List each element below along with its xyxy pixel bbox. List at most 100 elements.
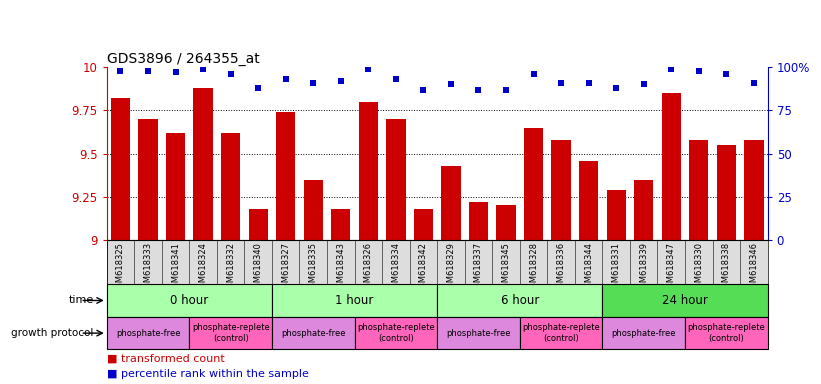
Bar (634, 180, 654, 240)
Text: GSM618334: GSM618334 (392, 242, 401, 293)
Bar (689, 140, 709, 240)
Bar (717, 145, 736, 240)
Bar (414, 209, 433, 240)
Point (499, 87, 512, 93)
Bar (221, 133, 241, 240)
Bar (359, 102, 378, 240)
Bar (107, 284, 272, 317)
Bar (355, 317, 437, 349)
Point (747, 79, 760, 86)
Point (389, 76, 402, 83)
Point (665, 66, 678, 72)
Text: 1 hour: 1 hour (336, 294, 374, 307)
Text: GSM618342: GSM618342 (419, 242, 428, 293)
Bar (579, 161, 599, 240)
Text: GSM618345: GSM618345 (502, 242, 511, 293)
Bar (744, 140, 764, 240)
Point (417, 87, 430, 93)
Point (362, 66, 375, 72)
Point (637, 81, 650, 88)
Text: GSM618327: GSM618327 (282, 242, 291, 293)
Bar (272, 317, 355, 349)
Bar (386, 119, 406, 240)
Point (720, 71, 733, 77)
Point (114, 68, 127, 74)
Bar (552, 140, 571, 240)
Text: phosphate-free: phosphate-free (281, 329, 346, 338)
Text: GSM618341: GSM618341 (171, 242, 180, 293)
Point (251, 85, 264, 91)
Point (692, 68, 705, 74)
Point (527, 71, 540, 77)
Text: GSM618347: GSM618347 (667, 242, 676, 293)
Point (307, 79, 320, 86)
Point (334, 78, 347, 84)
Point (196, 66, 209, 72)
Text: growth protocol: growth protocol (11, 328, 94, 338)
Text: ■ percentile rank within the sample: ■ percentile rank within the sample (107, 369, 309, 379)
Text: phosphate-free: phosphate-free (447, 329, 511, 338)
Bar (607, 190, 626, 240)
Text: GSM618325: GSM618325 (116, 242, 125, 293)
Text: 0 hour: 0 hour (170, 294, 209, 307)
Bar (497, 205, 516, 240)
Bar (662, 93, 681, 240)
Bar (437, 317, 520, 349)
Text: phosphate-replete
(control): phosphate-replete (control) (687, 323, 765, 343)
Text: time: time (68, 295, 94, 306)
Text: GSM618336: GSM618336 (557, 242, 566, 293)
Text: GSM618344: GSM618344 (584, 242, 593, 293)
Text: phosphate-free: phosphate-free (612, 329, 676, 338)
Text: GSM618346: GSM618346 (750, 242, 759, 293)
Point (224, 71, 237, 77)
Bar (249, 209, 268, 240)
Bar (272, 284, 438, 317)
Text: GSM618329: GSM618329 (447, 242, 456, 293)
Text: GDS3896 / 264355_at: GDS3896 / 264355_at (107, 52, 259, 66)
Point (472, 87, 485, 93)
Bar (276, 112, 296, 240)
Point (582, 79, 595, 86)
Point (444, 81, 457, 88)
Bar (442, 166, 461, 240)
Bar (331, 209, 351, 240)
Bar (166, 133, 186, 240)
Bar (685, 317, 768, 349)
Text: GSM618338: GSM618338 (722, 242, 731, 293)
Bar (524, 127, 544, 240)
Text: GSM618328: GSM618328 (529, 242, 538, 293)
Text: GSM618324: GSM618324 (199, 242, 208, 293)
Text: GSM618343: GSM618343 (337, 242, 346, 293)
Bar (520, 317, 603, 349)
Bar (437, 284, 603, 317)
Point (610, 85, 623, 91)
Text: GSM618337: GSM618337 (474, 242, 483, 293)
Bar (107, 317, 190, 349)
Text: GSM618331: GSM618331 (612, 242, 621, 293)
Text: GSM618340: GSM618340 (254, 242, 263, 293)
Point (169, 70, 182, 76)
Bar (139, 119, 158, 240)
Point (279, 76, 292, 83)
Bar (111, 98, 131, 240)
Text: ■ transformed count: ■ transformed count (107, 354, 224, 364)
Bar (190, 317, 272, 349)
Text: phosphate-replete
(control): phosphate-replete (control) (522, 323, 600, 343)
Bar (603, 284, 768, 317)
Text: GSM618339: GSM618339 (640, 242, 649, 293)
Text: GSM618333: GSM618333 (144, 242, 153, 293)
Bar (304, 180, 323, 240)
Text: 6 hour: 6 hour (501, 294, 539, 307)
Text: phosphate-replete
(control): phosphate-replete (control) (357, 323, 435, 343)
Text: GSM618332: GSM618332 (226, 242, 235, 293)
Point (141, 68, 154, 74)
Text: GSM618335: GSM618335 (309, 242, 318, 293)
Text: phosphate-free: phosphate-free (116, 329, 181, 338)
Text: 24 hour: 24 hour (662, 294, 708, 307)
Text: GSM618330: GSM618330 (695, 242, 704, 293)
Text: GSM618326: GSM618326 (364, 242, 373, 293)
Bar (603, 317, 685, 349)
Bar (194, 88, 213, 240)
Point (554, 79, 567, 86)
Bar (469, 202, 488, 240)
